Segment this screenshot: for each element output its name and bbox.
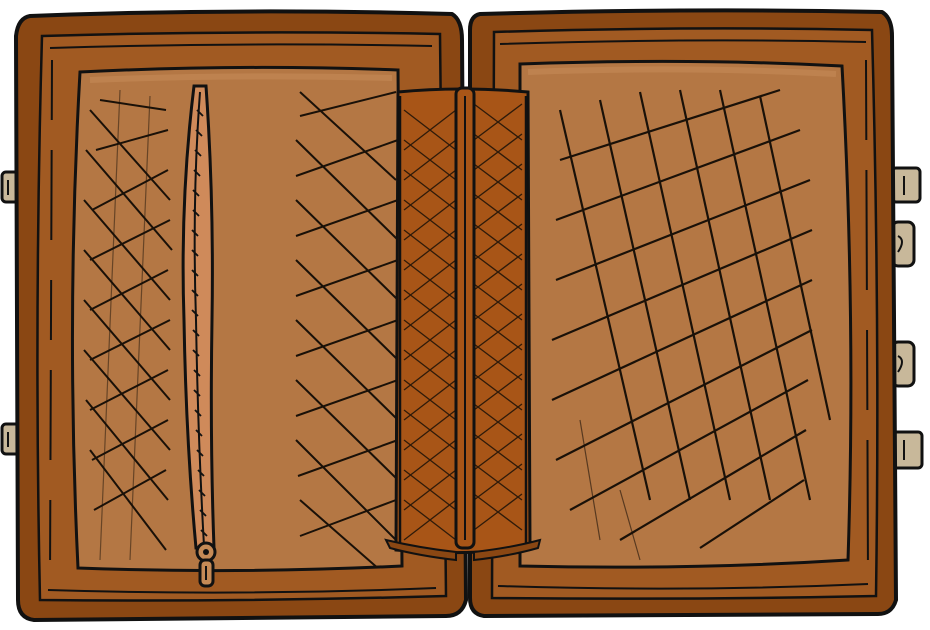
right-half bbox=[468, 8, 898, 618]
right-lining-hatch bbox=[551, 88, 832, 561]
right-clasp-1 bbox=[890, 166, 922, 204]
spine-hatch bbox=[403, 103, 523, 541]
hinge-clasp-icon bbox=[890, 166, 922, 204]
zipper-pull-icon bbox=[195, 541, 217, 588]
left-half bbox=[14, 9, 468, 622]
center-spine bbox=[384, 86, 542, 562]
right-lining bbox=[518, 59, 853, 569]
left-lining-hatch bbox=[83, 89, 399, 571]
